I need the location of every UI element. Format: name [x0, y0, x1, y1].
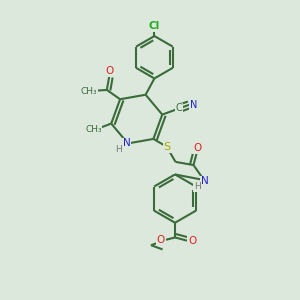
- Text: O: O: [188, 236, 196, 246]
- Text: Cl: Cl: [149, 21, 160, 31]
- Text: H: H: [115, 146, 122, 154]
- Text: N: N: [201, 176, 209, 187]
- Text: O: O: [157, 235, 165, 245]
- Text: S: S: [164, 142, 171, 152]
- Text: O: O: [193, 143, 201, 153]
- Text: CH₃: CH₃: [81, 87, 98, 96]
- Text: N: N: [122, 138, 130, 148]
- Text: O: O: [105, 66, 113, 76]
- Text: CH₃: CH₃: [85, 124, 102, 134]
- Text: N: N: [190, 100, 197, 110]
- Text: C: C: [176, 103, 183, 113]
- Text: H: H: [194, 182, 201, 191]
